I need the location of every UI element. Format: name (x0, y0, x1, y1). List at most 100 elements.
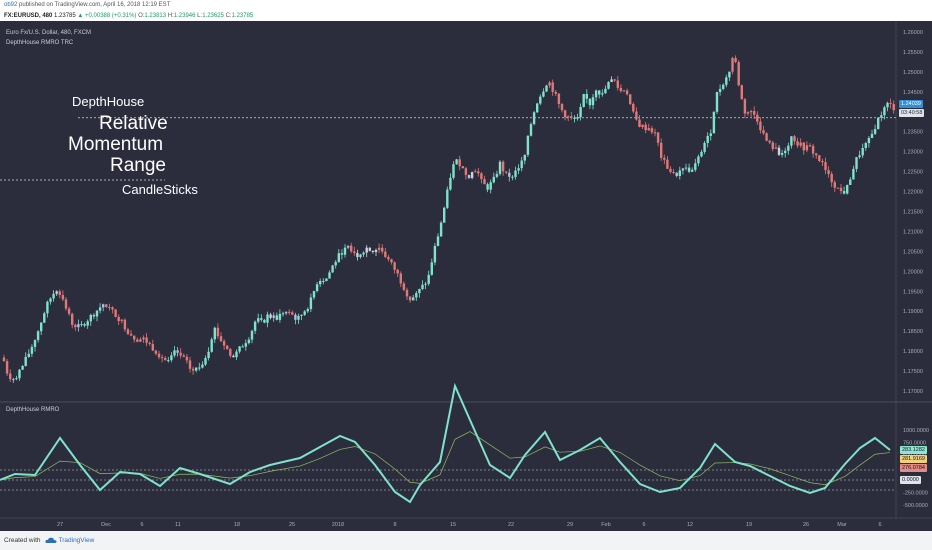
candle-body (548, 82, 551, 86)
candle-body (703, 142, 706, 152)
candle-body (98, 307, 102, 311)
chart-canvas[interactable]: 1.260001.255001.250001.245001.240001.235… (0, 21, 932, 531)
candle-body (858, 155, 861, 158)
candle-body (207, 351, 210, 359)
candle-body (185, 356, 189, 361)
candle-body (89, 314, 92, 322)
candle-body (517, 168, 520, 171)
candle-body (846, 184, 849, 194)
candle-body (114, 309, 117, 317)
candle-body (852, 168, 855, 180)
candle-body (554, 91, 557, 94)
candle-body (660, 142, 663, 158)
candle-body (691, 169, 694, 172)
candle-body (157, 353, 161, 358)
candle-body (588, 98, 592, 106)
candle-body (436, 236, 440, 246)
candle-body (635, 111, 638, 120)
candle-body (198, 367, 201, 369)
low-label: L: (197, 13, 203, 19)
candle-body (55, 291, 58, 294)
candle-body (49, 298, 52, 302)
candle-body (808, 145, 812, 147)
candle-body (319, 280, 322, 285)
candle-body (387, 256, 390, 260)
price-axis-label: 1.25500 (903, 50, 923, 56)
candle-body (492, 176, 495, 183)
candle-body (213, 327, 216, 340)
candle-body (92, 314, 96, 317)
price-axis-label: 1.18000 (903, 349, 923, 355)
candle-body (368, 247, 371, 251)
candle-body (753, 111, 756, 115)
time-axis-label: 6 (140, 522, 143, 528)
candle-body (71, 313, 74, 325)
candle-body (545, 85, 548, 92)
candle-body (64, 299, 68, 309)
high-value: 1.23946 (173, 13, 196, 19)
candle-body (188, 360, 192, 369)
candle-body (176, 350, 179, 353)
author-link[interactable]: ob92 (4, 2, 18, 8)
candle-body (495, 173, 499, 177)
candle-body (489, 182, 492, 190)
candle-body (108, 307, 111, 309)
candle-body (700, 151, 703, 157)
candle-body (749, 111, 753, 113)
candle-body (315, 284, 319, 292)
open-value: 1.23813 (144, 13, 167, 19)
candle-body (480, 173, 483, 180)
candle-body (802, 142, 805, 151)
candle-body (594, 90, 598, 98)
candle-body (21, 365, 24, 370)
candle-body (402, 283, 406, 290)
time-axis-label: Dec (101, 522, 111, 528)
candle-body (439, 222, 443, 237)
candle-body (511, 176, 514, 178)
candle-body (105, 304, 108, 308)
candle-body (415, 293, 418, 298)
candle-body (793, 136, 796, 142)
candle-body (384, 251, 387, 257)
cloud-icon (44, 537, 57, 543)
candle-body (346, 245, 350, 248)
price-axis-label: 1.25000 (903, 70, 923, 76)
candle-body (610, 79, 613, 83)
candle-body (672, 171, 675, 173)
candle-body (247, 339, 251, 344)
candle-body (780, 153, 784, 155)
candle-body (297, 315, 300, 320)
osc-axis-label: 1000.0000 (903, 428, 929, 434)
change-arrow-icon: ▲ (77, 13, 84, 19)
candle-body (421, 284, 424, 290)
candle-body (371, 250, 375, 253)
candle-body (523, 154, 526, 161)
candle-body (260, 318, 263, 320)
chart-area[interactable]: 1.260001.255001.250001.245001.240001.235… (0, 21, 932, 531)
candle-body (253, 321, 257, 331)
candle-body (777, 147, 781, 155)
candle-body (505, 171, 508, 173)
candle-body (266, 314, 269, 323)
candle-body (647, 128, 650, 131)
current-price-tag: 1.24039 (899, 100, 923, 108)
candle-body (123, 319, 127, 330)
candle-body (257, 318, 260, 322)
candle-body (570, 116, 573, 118)
candle-body (167, 360, 170, 362)
publish-header: ob92 published on TradingView.com, April… (0, 0, 932, 11)
candle-body (80, 324, 83, 326)
candle-body (663, 157, 666, 160)
candle-body (740, 85, 743, 100)
candle-body (219, 336, 223, 342)
candle-body (669, 168, 672, 172)
candle-body (470, 172, 474, 179)
price-axis-label: 1.19500 (903, 289, 923, 295)
tradingview-brand-link[interactable]: TradingView (44, 537, 94, 544)
close-value: 1.23785 (231, 13, 254, 19)
sub-legend-indicator: DepthHouse RMRO (6, 407, 60, 413)
price-axis-label: 1.18500 (903, 329, 923, 335)
candle-body (430, 262, 433, 275)
candle-body (526, 135, 530, 155)
candle-body (204, 358, 207, 365)
